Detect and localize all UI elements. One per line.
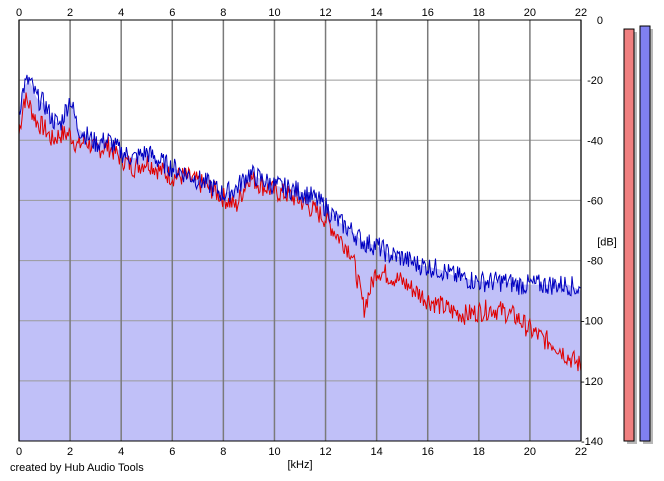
x-tick-label: 6	[169, 446, 175, 458]
y-tick-label: -140	[581, 436, 603, 448]
x-tick-label: 0	[16, 446, 22, 458]
x-tick-label: 14	[371, 7, 383, 19]
x-tick-label: 14	[371, 446, 383, 458]
x-tick-label: 4	[118, 446, 124, 458]
plot-border	[18, 19, 582, 442]
series-line	[18, 74, 582, 297]
x-tick-label: 18	[473, 446, 485, 458]
y-tick-label: -20	[587, 75, 603, 87]
x-axis-label: [kHz]	[287, 459, 312, 471]
x-tick-label: 16	[422, 7, 434, 19]
x-tick-label: 12	[319, 7, 331, 19]
x-tick-label: 6	[169, 7, 175, 19]
x-tick-label: 16	[422, 446, 434, 458]
x-tick-label: 8	[220, 446, 226, 458]
x-tick-label: 10	[268, 446, 280, 458]
y-tick-label: -100	[581, 316, 603, 328]
level-meter-bar	[623, 28, 635, 442]
y-tick-label: -120	[581, 376, 603, 388]
y-axis-label: [dB]	[597, 237, 617, 249]
x-tick-label: 20	[524, 7, 536, 19]
y-tick-label: -80	[587, 256, 603, 268]
credit-text: created by Hub Audio Tools	[10, 462, 144, 474]
x-tick-label: 22	[575, 446, 587, 458]
x-tick-label: 2	[67, 7, 73, 19]
x-tick-label: 2	[67, 446, 73, 458]
x-tick-label: 4	[118, 7, 124, 19]
level-meter-bar	[639, 25, 651, 442]
y-tick-label: -40	[587, 135, 603, 147]
y-tick-label: -60	[587, 195, 603, 207]
x-tick-label: 18	[473, 7, 485, 19]
y-tick-label: 0	[597, 15, 603, 27]
x-tick-label: 20	[524, 446, 536, 458]
series-line	[18, 92, 582, 372]
x-tick-label: 8	[220, 7, 226, 19]
x-tick-label: 10	[268, 7, 280, 19]
x-tick-label: 0	[16, 7, 22, 19]
x-tick-label: 12	[319, 446, 331, 458]
x-tick-label: 22	[575, 7, 587, 19]
